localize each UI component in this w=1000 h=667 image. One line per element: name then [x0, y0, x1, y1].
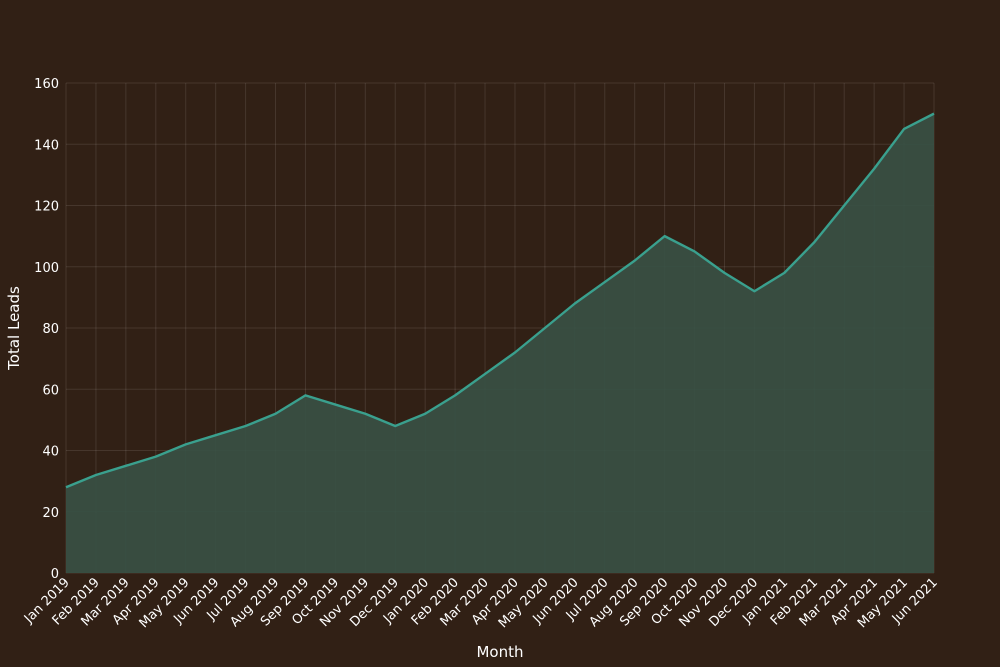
- y-tick-label: 0: [51, 567, 59, 582]
- y-tick-label: 80: [42, 322, 59, 337]
- series-area: [66, 113, 934, 573]
- y-tick-label: 20: [42, 506, 59, 521]
- y-axis-title: Total Leads: [5, 286, 23, 371]
- y-tick-label: 160: [34, 77, 59, 92]
- y-axis-ticks: 0 20 40 60 80 100 120 140 160: [34, 77, 59, 582]
- y-tick-label: 120: [34, 200, 59, 215]
- x-axis-title: Month: [476, 643, 523, 661]
- y-tick-label: 100: [34, 261, 59, 276]
- y-tick-label: 140: [34, 138, 59, 153]
- y-tick-label: 40: [42, 445, 59, 460]
- y-tick-label: 60: [42, 383, 59, 398]
- series-line: [65, 112, 935, 489]
